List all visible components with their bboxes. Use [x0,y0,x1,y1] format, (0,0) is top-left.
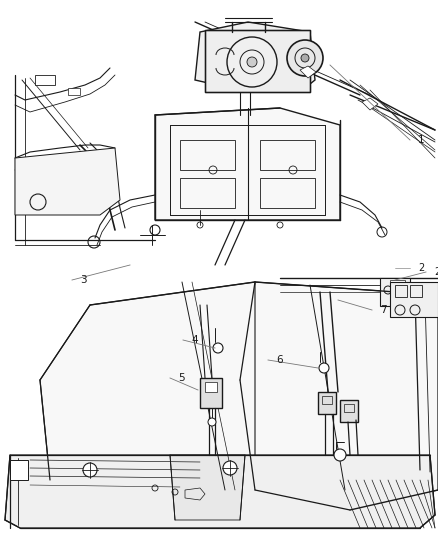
Bar [318,392,336,414]
Circle shape [213,343,223,353]
Bar [205,382,217,392]
Text: 2: 2 [434,267,438,277]
Bar [390,280,405,292]
Polygon shape [15,148,120,215]
Polygon shape [170,455,245,520]
Text: 4: 4 [191,335,198,345]
Circle shape [301,54,309,62]
Circle shape [227,37,277,87]
Polygon shape [40,282,255,510]
Circle shape [319,363,329,373]
Bar [410,285,422,297]
Bar [260,178,315,208]
Circle shape [83,463,97,477]
Text: 3: 3 [80,275,87,285]
Circle shape [208,418,216,426]
Text: 5: 5 [178,373,185,383]
Polygon shape [362,98,378,110]
Circle shape [334,449,346,461]
Bar [340,400,358,422]
Bar [10,460,28,480]
Text: 6: 6 [276,355,283,365]
Bar [260,140,315,170]
Bar [205,30,310,92]
Bar [322,396,332,404]
Bar [344,404,354,412]
Polygon shape [5,455,435,528]
Circle shape [223,461,237,475]
Bar [200,378,222,408]
Circle shape [247,57,257,67]
Bar [68,88,80,95]
Bar [180,140,235,170]
Bar [180,178,235,208]
Polygon shape [300,66,316,78]
Text: 2: 2 [418,263,424,273]
Bar [390,282,438,317]
Polygon shape [195,22,315,92]
Text: 7: 7 [380,305,387,315]
Polygon shape [155,108,340,220]
Text: 1: 1 [418,135,424,145]
Bar [395,285,407,297]
Circle shape [287,40,323,76]
Polygon shape [240,282,438,510]
Bar [380,278,410,306]
Bar [35,75,55,85]
